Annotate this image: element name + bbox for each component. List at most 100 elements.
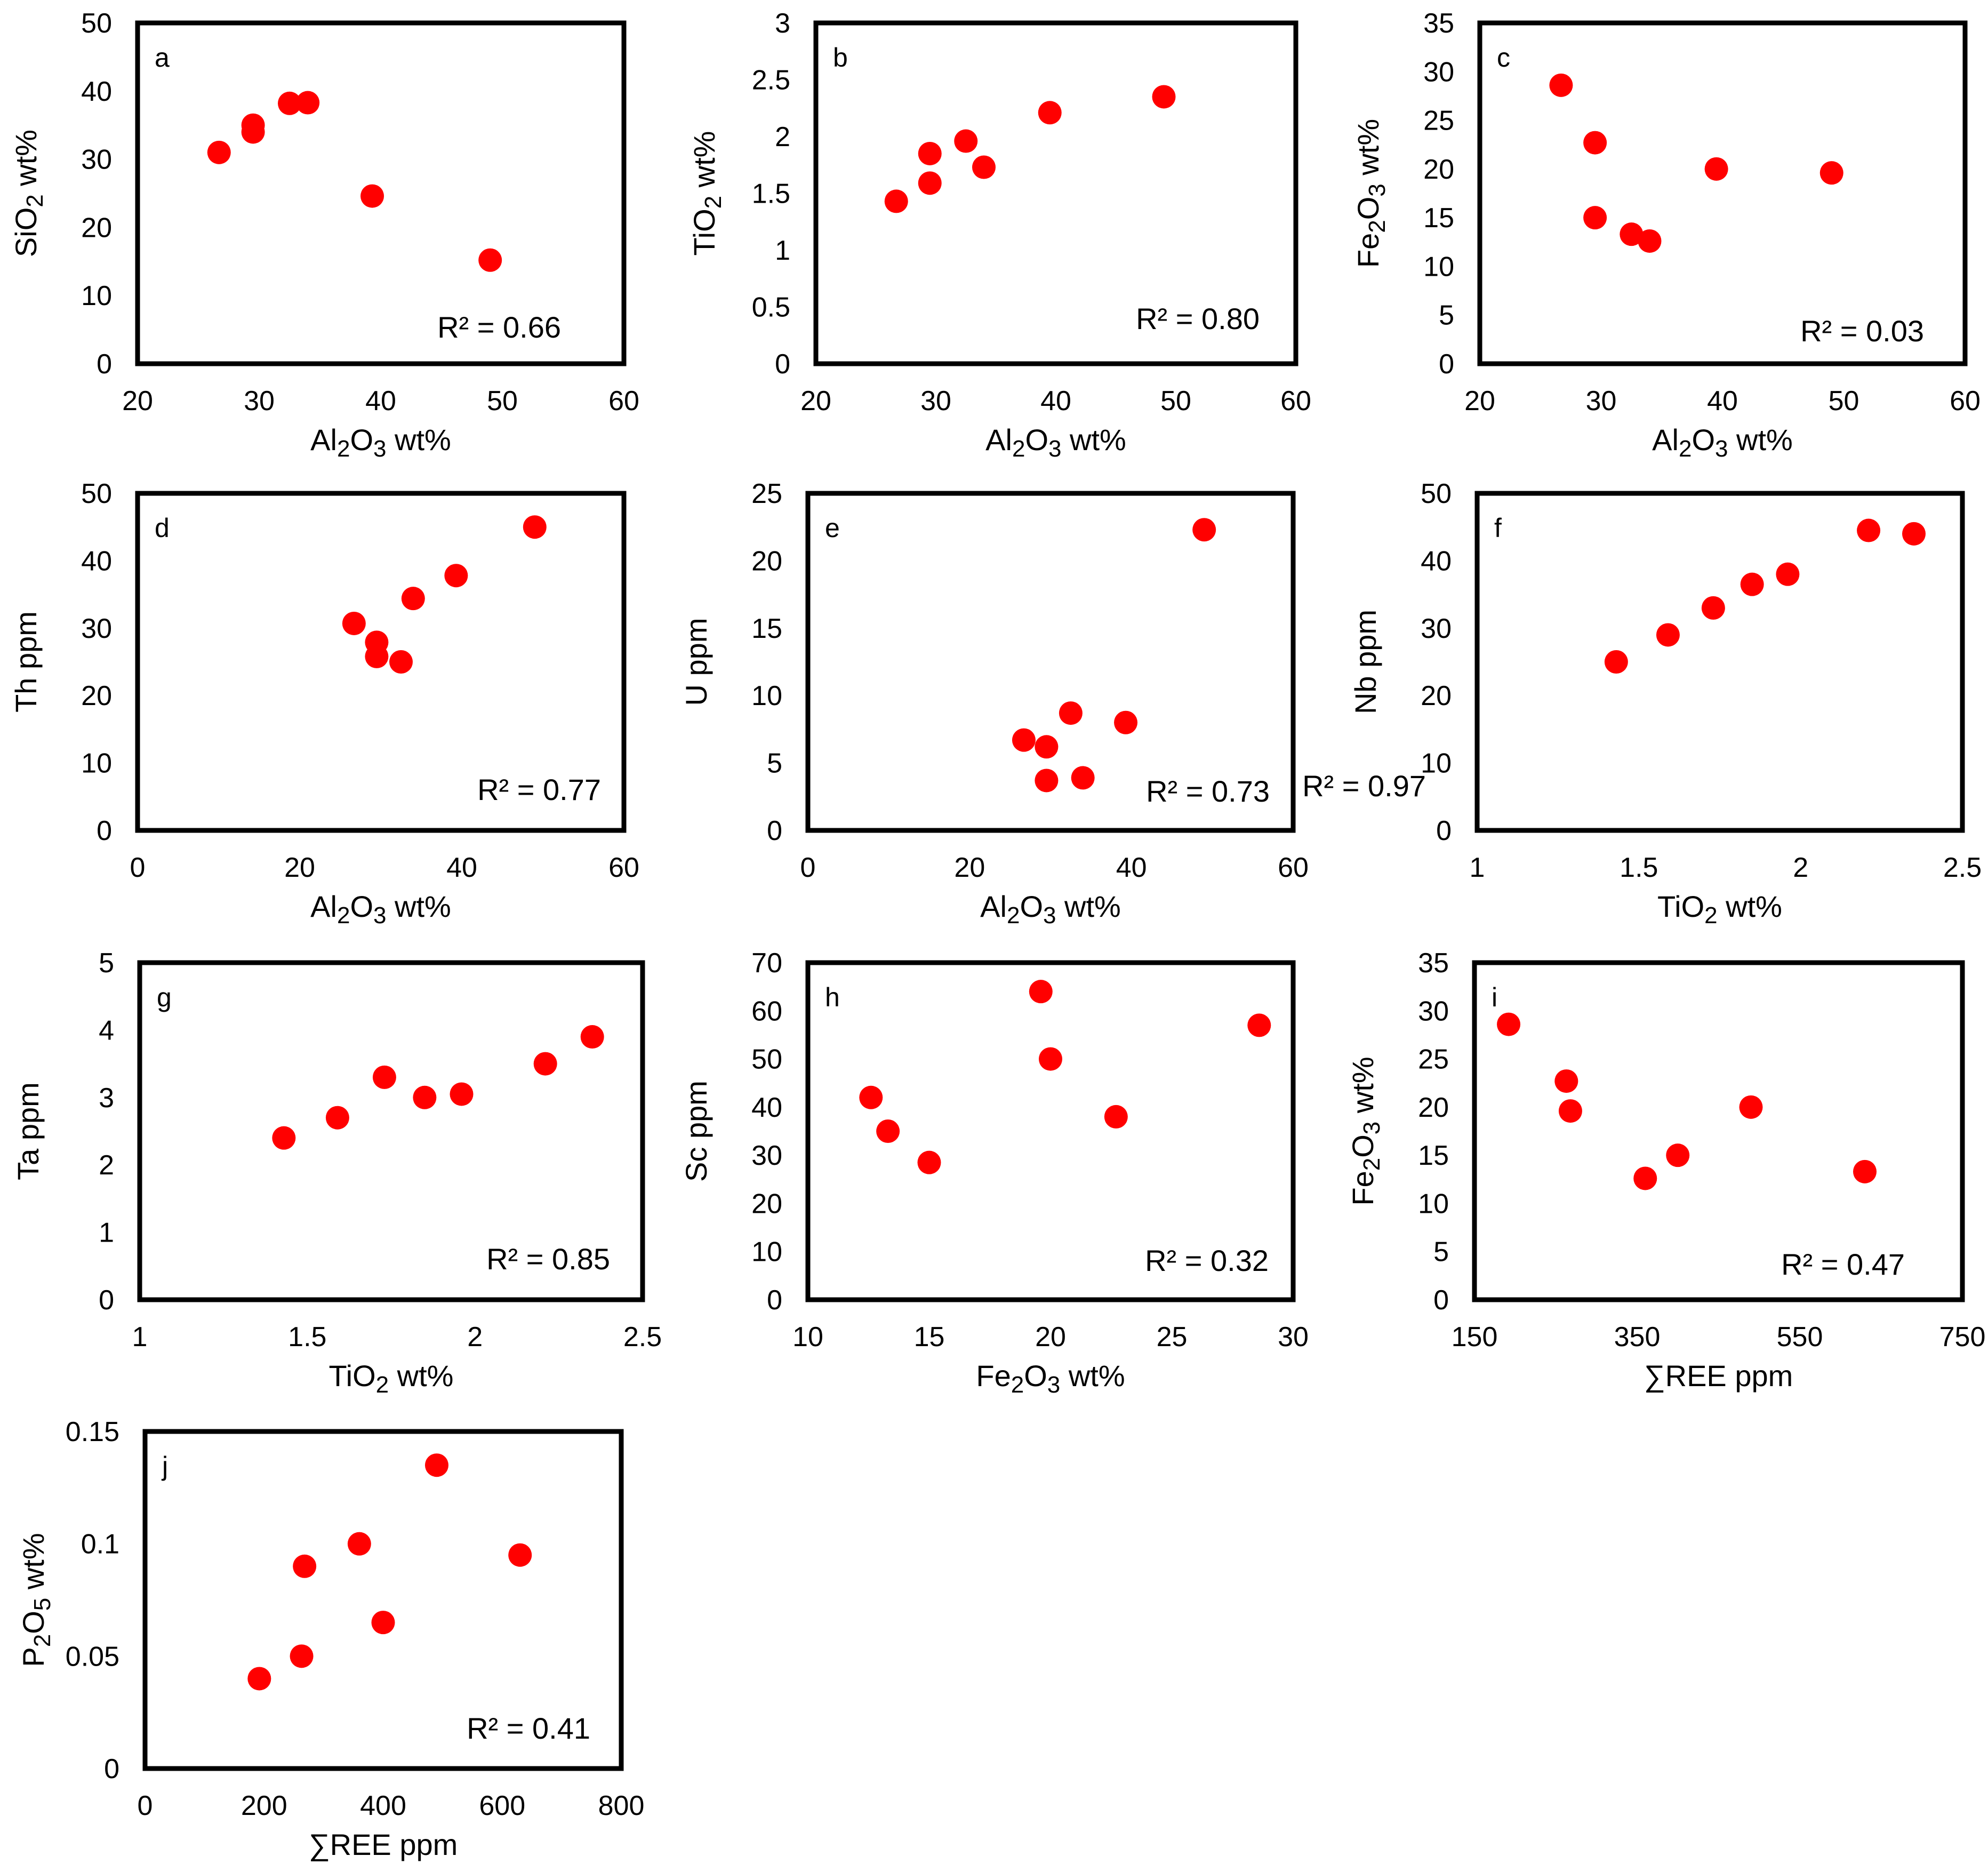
x-tick-label: 150: [1452, 1322, 1498, 1353]
panel-d: 0 20 40 60 0 10 20 30 40 50 Al2O3 wt% Th ppm d R² = 0…: [9, 478, 639, 929]
y-axis-title: TiO2 wt%: [687, 131, 726, 256]
y-tick-label: 25: [1423, 106, 1454, 137]
y-tick-label: 0: [767, 815, 782, 846]
y-tick-label: 2: [775, 122, 790, 153]
y-tick-label: 30: [1423, 57, 1454, 87]
y-tick-label: 0.05: [66, 1641, 119, 1672]
x-tick-label: 0: [138, 1790, 153, 1821]
data-point: [508, 1543, 532, 1567]
x-tick-label: 550: [1777, 1322, 1823, 1353]
x-axis-title: Fe2O3 wt%: [976, 1359, 1125, 1398]
data-point: [1247, 1013, 1271, 1037]
y-tick-label: 5: [99, 948, 114, 979]
data-point: [1853, 1159, 1877, 1183]
r-squared-label: R² = 0.97: [1302, 769, 1426, 803]
x-axis-title: ∑REE ppm: [309, 1828, 458, 1861]
x-tick-label: 2.5: [623, 1322, 662, 1353]
y-tick-label: 1: [775, 235, 790, 266]
plot-frame: [813, 20, 1298, 366]
panel-c: 20 30 40 50 60 0 5 10 15 20 25 30 35 Al2O3 wt% Fe2O3 w…: [1351, 8, 1981, 462]
data-point: [1638, 229, 1662, 253]
x-tick-label: 2: [1793, 852, 1808, 883]
x-tick-label: 60: [1278, 852, 1309, 883]
panel-b: 20 30 40 50 60 0 0.5 1 1.5 2 2.5 3 Al2O3 wt% TiO2 wt%…: [687, 8, 1311, 462]
x-tick-label: 20: [1035, 1322, 1066, 1353]
data-point: [325, 1106, 349, 1130]
x-tick-label: 60: [608, 852, 639, 883]
data-point: [413, 1085, 437, 1109]
y-tick-label: 0: [104, 1754, 119, 1785]
y-tick-label: 20: [1418, 1092, 1449, 1123]
plot-frame: [1477, 20, 1968, 366]
data-point: [533, 1052, 557, 1076]
data-point: [954, 129, 978, 153]
x-tick-label: 25: [1157, 1322, 1188, 1353]
y-tick-label: 3: [99, 1083, 114, 1114]
data-point: [1192, 518, 1216, 542]
x-tick-label: 0: [800, 852, 816, 883]
y-tick-label: 70: [751, 948, 782, 979]
plot-frame: [137, 960, 645, 1302]
x-tick-label: 600: [479, 1790, 525, 1821]
panel-letter: b: [833, 43, 848, 73]
y-tick-label: 50: [1421, 478, 1452, 509]
y-tick-label: 40: [1421, 546, 1452, 577]
y-tick-label: 30: [1421, 613, 1452, 644]
panel-h: 10 15 20 25 30 0 10 20 30 40 50 60 70 Fe2O3 wt% Sc ppm…: [679, 948, 1309, 1398]
data-point: [1558, 1099, 1582, 1123]
x-axis-title: ∑REE ppm: [1644, 1359, 1793, 1393]
r-squared-label: R² = 0.77: [477, 773, 601, 806]
r-squared-label: R² = 0.41: [467, 1711, 590, 1745]
x-tick-label: 50: [1160, 386, 1191, 417]
data-point: [1583, 131, 1607, 155]
y-axis-title: Sc ppm: [679, 1081, 713, 1182]
panel-letter: h: [825, 982, 840, 1012]
x-tick-label: 800: [598, 1790, 645, 1821]
data-point: [372, 1065, 396, 1089]
x-axis-title: Al2O3 wt%: [310, 890, 451, 929]
y-axis-title: U ppm: [679, 618, 713, 706]
x-tick-label: 40: [1707, 386, 1738, 417]
x-tick-label: 400: [360, 1790, 406, 1821]
y-tick-label: 15: [1423, 203, 1454, 234]
y-tick-label: 2: [99, 1150, 114, 1181]
data-point: [580, 1025, 604, 1049]
data-point: [1035, 769, 1059, 793]
y-tick-label: 20: [81, 681, 112, 711]
data-point: [1666, 1143, 1690, 1167]
x-tick-label: 20: [1464, 386, 1495, 417]
panel-letter: g: [157, 982, 172, 1012]
y-tick-label: 2.5: [752, 65, 790, 96]
x-axis-title: Al2O3 wt%: [985, 423, 1126, 462]
data-point: [342, 611, 366, 635]
panel-letter: d: [155, 513, 170, 543]
panel-a: 20 30 40 50 60 0 10 20 30 40 50 Al2O3 wt% SiO2 wt% a R…: [9, 8, 639, 462]
y-tick-label: 10: [81, 748, 112, 779]
data-point: [1059, 701, 1083, 725]
y-tick-label: 5: [1439, 300, 1454, 331]
data-point: [347, 1532, 371, 1556]
data-point: [1554, 1069, 1578, 1093]
r-squared-label: R² = 0.80: [1136, 302, 1260, 335]
x-tick-label: 2.5: [1943, 852, 1982, 883]
x-tick-label: 30: [1586, 386, 1617, 417]
y-tick-label: 40: [81, 76, 112, 107]
data-point: [1152, 85, 1176, 109]
data-point: [917, 1150, 941, 1174]
x-tick-label: 30: [244, 386, 275, 417]
data-point: [241, 120, 265, 144]
y-tick-label: 10: [1421, 748, 1452, 779]
plot-frame: [805, 960, 1296, 1302]
data-point: [207, 140, 231, 164]
y-tick-label: 50: [81, 478, 112, 509]
data-point: [1035, 735, 1059, 759]
data-point: [1039, 1047, 1062, 1071]
y-tick-label: 50: [81, 8, 112, 39]
data-point: [884, 189, 908, 213]
y-tick-label: 30: [81, 613, 112, 644]
data-point: [371, 1611, 395, 1635]
y-tick-label: 25: [1418, 1044, 1449, 1075]
x-tick-label: 10: [792, 1322, 823, 1353]
x-tick-label: 50: [487, 386, 518, 417]
